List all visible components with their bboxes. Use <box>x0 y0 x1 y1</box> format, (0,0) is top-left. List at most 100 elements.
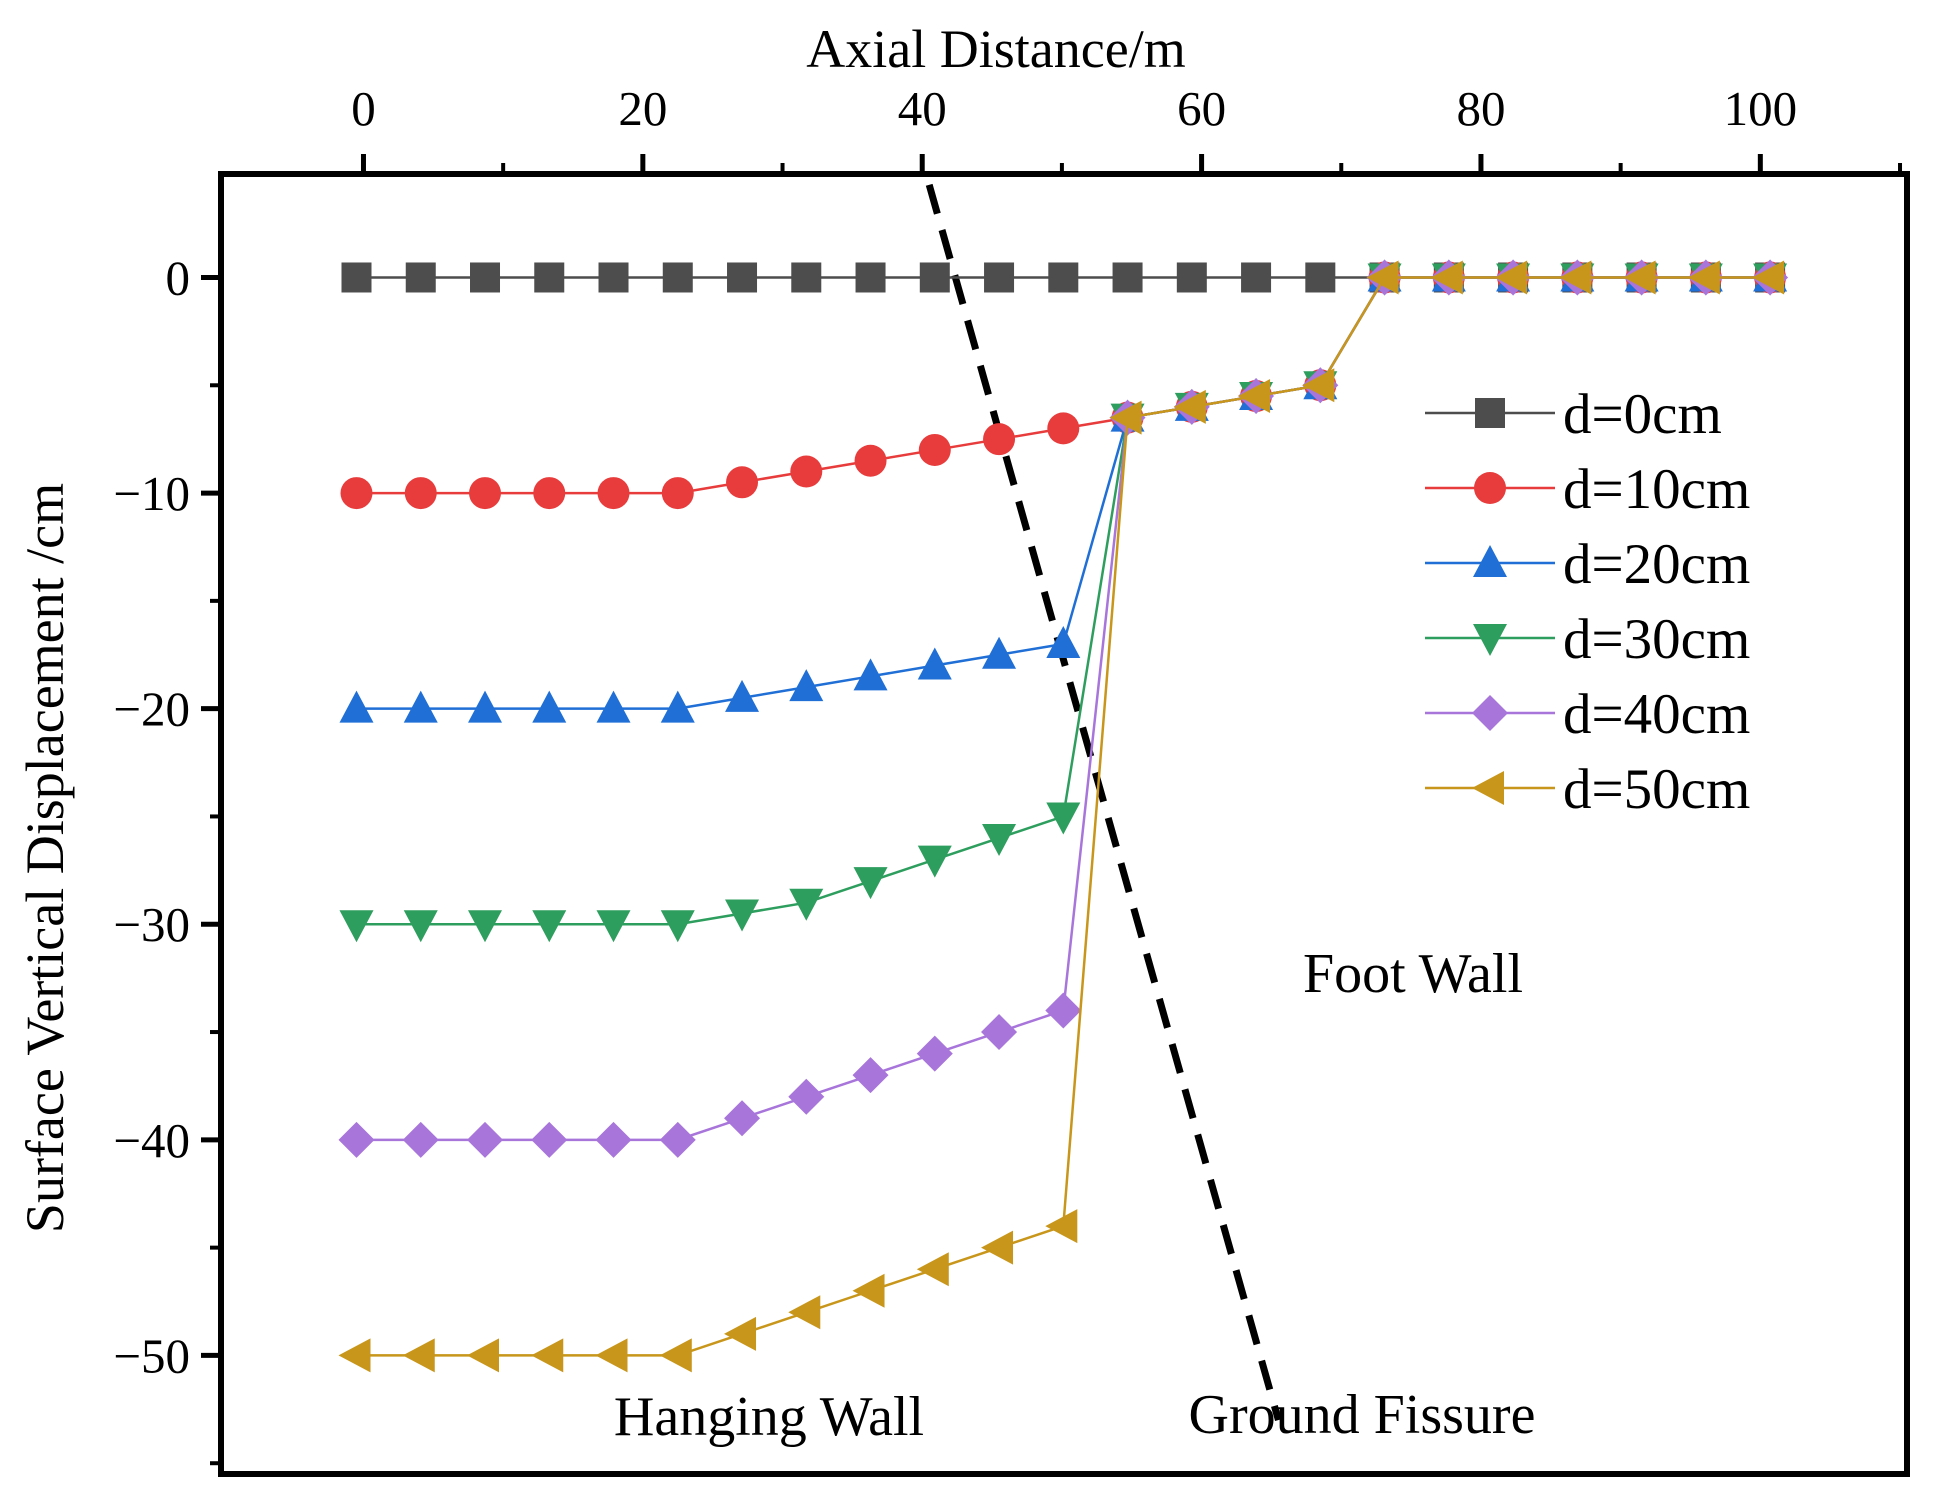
legend-label: d=0cm <box>1563 383 1722 446</box>
data-point <box>1495 260 1528 295</box>
y-tick-label: 0 <box>166 250 191 305</box>
data-point <box>402 1121 439 1158</box>
data-point <box>852 1057 889 1094</box>
data-point <box>982 636 1017 669</box>
legend-item: d=30cm <box>1425 608 1750 671</box>
x-tick-label: 20 <box>618 81 667 136</box>
data-point <box>531 1121 568 1158</box>
data-point <box>1046 802 1081 835</box>
data-point <box>791 262 822 293</box>
legend-label: d=10cm <box>1563 458 1750 521</box>
data-point <box>402 1338 435 1373</box>
data-point <box>403 910 438 943</box>
data-point <box>1112 262 1143 293</box>
legend-marker <box>1473 624 1507 656</box>
legend-label: d=50cm <box>1563 758 1750 821</box>
data-point <box>534 262 565 293</box>
x-axis-title: Axial Distance/m <box>806 19 1185 79</box>
data-point <box>1048 262 1079 293</box>
y-tick-label: −10 <box>113 466 190 521</box>
series-d-50cm <box>338 260 1785 1373</box>
legend-marker <box>1472 695 1508 731</box>
data-point <box>341 262 372 293</box>
y-tick-label: −30 <box>113 897 190 952</box>
data-point <box>598 262 629 293</box>
data-point <box>532 690 567 723</box>
data-point <box>596 690 631 723</box>
data-point <box>855 262 886 293</box>
data-point <box>982 824 1017 857</box>
data-point <box>789 669 824 702</box>
data-point <box>338 1338 371 1373</box>
legend-item: d=20cm <box>1425 533 1750 596</box>
data-point <box>724 1100 761 1137</box>
data-point <box>1238 379 1271 414</box>
data-point <box>404 477 437 510</box>
data-point <box>983 423 1016 456</box>
x-tick-label: 80 <box>1456 81 1505 136</box>
data-point <box>790 455 823 488</box>
data-point <box>659 1338 692 1373</box>
legend-marker <box>1474 472 1506 504</box>
x-tick-label: 40 <box>898 81 947 136</box>
data-point <box>660 910 695 943</box>
data-point <box>725 899 760 932</box>
data-point <box>917 845 952 878</box>
data-point <box>918 433 951 466</box>
data-point <box>981 1230 1014 1265</box>
data-point <box>1430 260 1463 295</box>
data-point <box>659 1121 696 1158</box>
data-point <box>1623 260 1656 295</box>
data-point <box>468 690 503 723</box>
legend-item: d=50cm <box>1425 758 1750 821</box>
data-point <box>1752 260 1785 295</box>
data-point <box>727 262 758 293</box>
legend-item: d=10cm <box>1425 458 1750 521</box>
data-point <box>469 477 502 510</box>
data-point <box>1109 400 1142 435</box>
data-point <box>1687 260 1720 295</box>
data-point <box>853 867 888 900</box>
data-point <box>725 679 760 712</box>
data-point <box>726 466 759 499</box>
legend-item: d=40cm <box>1425 683 1750 746</box>
data-point <box>981 1014 1018 1051</box>
x-tick-label: 100 <box>1724 81 1798 136</box>
data-point <box>1046 625 1081 658</box>
data-point <box>339 690 374 723</box>
fissure-layer <box>925 183 1282 1422</box>
data-point <box>405 262 436 293</box>
annotation-foot-wall: Foot Wall <box>1303 943 1523 1005</box>
data-point <box>788 1295 821 1330</box>
y-axis-title: Surface Vertical Displacement /cm <box>15 483 75 1233</box>
data-point <box>339 910 374 943</box>
data-point <box>470 262 501 293</box>
data-point <box>789 888 824 921</box>
legend: d=0cm d=10cm d=20cm d=30cm d=40cm d=50cm <box>1425 383 1750 821</box>
data-point <box>532 910 567 943</box>
tick-labels: 0 20 40 60 80 100 0 −10 −20 −30 −40 −50 <box>113 81 1797 1383</box>
data-point <box>338 1121 375 1158</box>
data-point <box>403 690 438 723</box>
legend-marker <box>1473 545 1507 577</box>
x-tick-label: 0 <box>351 81 376 136</box>
y-tick-label: −40 <box>113 1113 190 1168</box>
legend-marker <box>1475 398 1505 428</box>
data-point <box>788 1078 825 1115</box>
data-point <box>852 1273 885 1308</box>
annotation-hanging-wall: Hanging Wall <box>614 1386 924 1448</box>
data-point <box>596 910 631 943</box>
data-point <box>854 444 887 477</box>
data-point <box>467 1338 500 1373</box>
data-point <box>853 658 888 691</box>
data-point <box>467 1121 504 1158</box>
data-point <box>595 1338 628 1373</box>
data-point <box>1241 262 1272 293</box>
series-layer <box>338 259 1789 1373</box>
data-point <box>1366 260 1399 295</box>
legend-label: d=20cm <box>1563 533 1750 596</box>
data-point <box>919 262 950 293</box>
data-point <box>1302 368 1335 403</box>
